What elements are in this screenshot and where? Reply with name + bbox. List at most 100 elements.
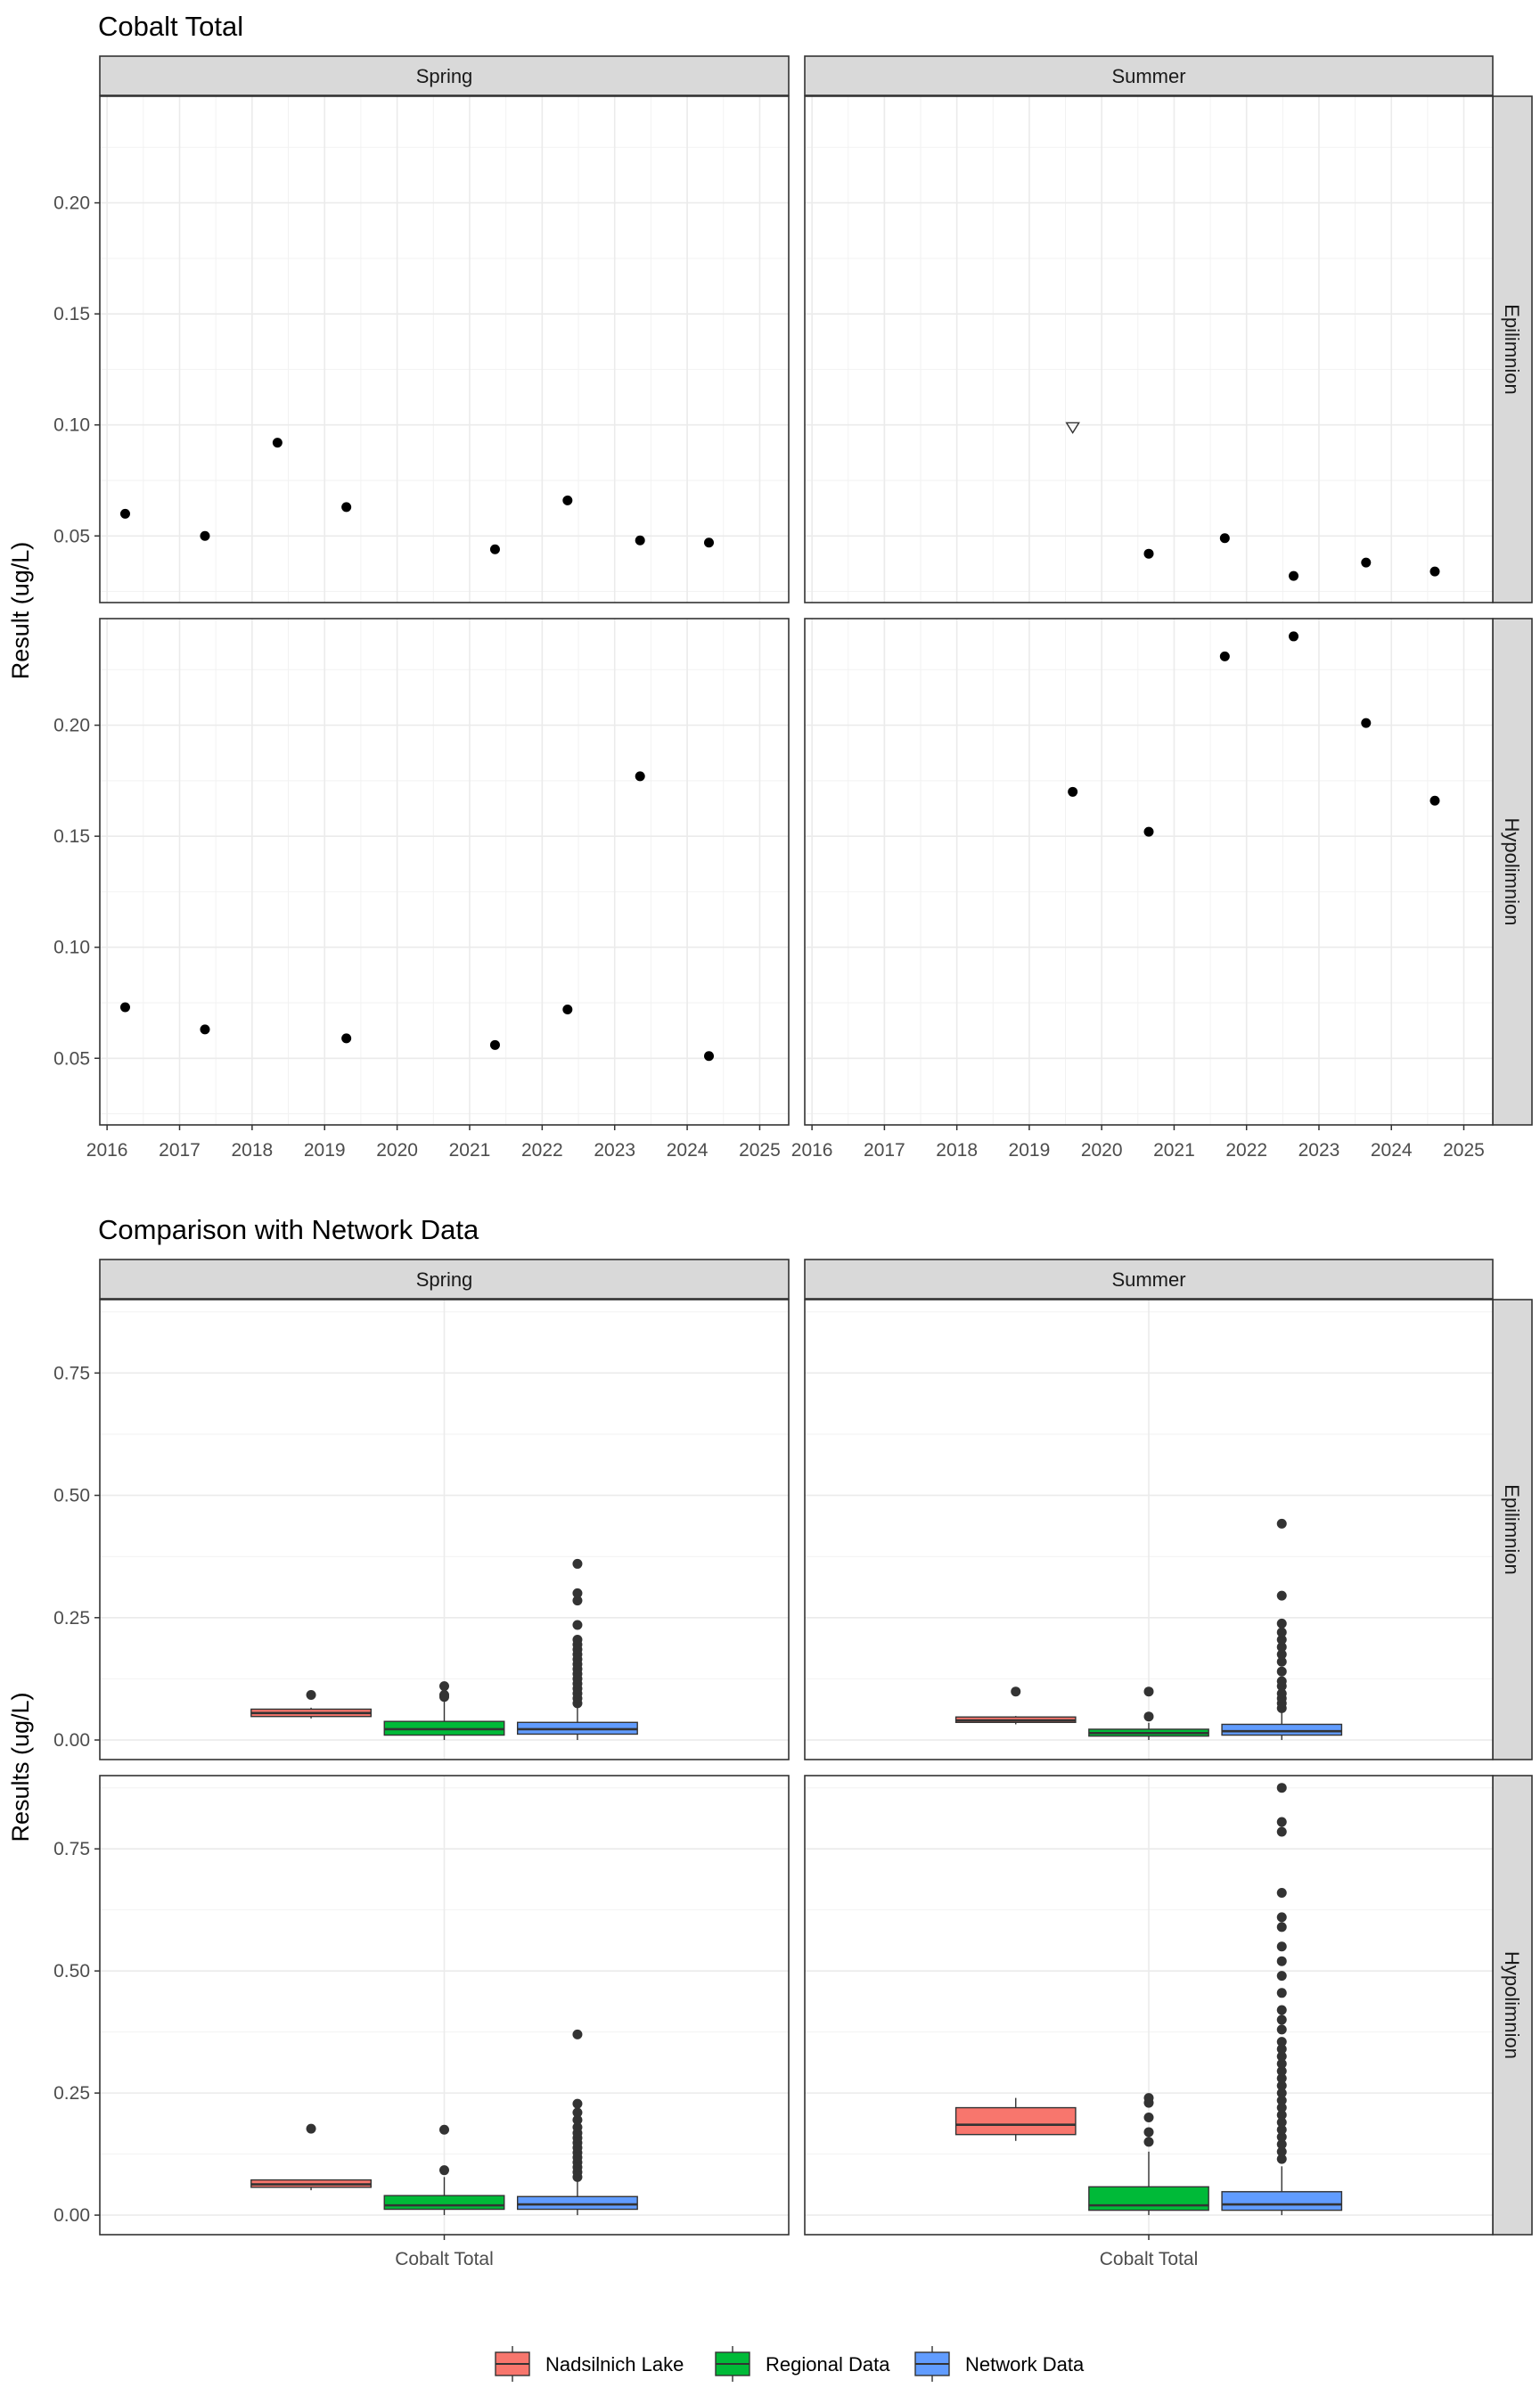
box-outlier	[1011, 1686, 1021, 1697]
box-outlier	[572, 2029, 583, 2039]
column-strip-label: Spring	[416, 65, 473, 87]
y-tick-label: 0.15	[53, 826, 90, 847]
box-body	[1088, 2186, 1209, 2211]
data-point	[489, 544, 500, 554]
y-tick-label: 0.00	[53, 2205, 90, 2226]
box-outlier	[572, 1596, 583, 1606]
box-outlier	[306, 2123, 316, 2134]
column-strip-label: Summer	[1111, 1268, 1185, 1291]
panel-border	[804, 95, 1494, 603]
y-tick-label: 0.50	[53, 1961, 90, 1982]
box-outlier	[1276, 2146, 1287, 2157]
x-tick-label: 2022	[521, 1140, 563, 1161]
data-point	[200, 1024, 210, 1035]
box-body	[516, 2195, 638, 2211]
legend-key	[715, 2346, 750, 2382]
box-outlier	[1276, 2110, 1287, 2121]
box-outlier	[1276, 1941, 1287, 1952]
x-tick-label: 2017	[864, 1140, 905, 1161]
data-point	[562, 1004, 573, 1014]
data-point	[1289, 631, 1299, 642]
x-tick-label: 2016	[86, 1140, 128, 1161]
data-point	[1289, 570, 1299, 581]
column-strip	[804, 55, 1494, 96]
box-outlier	[1276, 2044, 1287, 2055]
data-point	[200, 530, 210, 541]
y-tick-label: 0.05	[53, 1048, 90, 1069]
box-outlier	[572, 2107, 583, 2118]
legend-label: Regional Data	[766, 2353, 890, 2375]
x-tick-label: 2021	[1153, 1140, 1195, 1161]
box-outlier	[1276, 2139, 1287, 2150]
x-tick-label: 2025	[1443, 1140, 1485, 1161]
x-tick-label: 2023	[1298, 1140, 1340, 1161]
legend-label: Network Data	[965, 2353, 1085, 2375]
chart-title: Cobalt Total	[98, 11, 243, 42]
row-strip-label: Hypolimnion	[1501, 1951, 1523, 2059]
y-axis-title: Result (ug/L)	[7, 542, 34, 680]
box-outlier	[1276, 2024, 1287, 2035]
y-tick-label: 0.20	[53, 716, 90, 736]
y-axis-title: Results (ug/L)	[7, 1692, 34, 1842]
x-tick-label: 2020	[376, 1140, 418, 1161]
panel-border	[804, 618, 1494, 1126]
x-tick-label: 2019	[304, 1140, 346, 1161]
box-outlier	[1276, 2058, 1287, 2069]
x-tick-label: Cobalt Total	[395, 2249, 494, 2269]
column-strip-label: Summer	[1111, 65, 1185, 87]
x-tick-label: 2018	[232, 1140, 274, 1161]
y-tick-label: 0.25	[53, 2083, 90, 2104]
box-outlier	[1276, 2103, 1287, 2113]
row-strip-label: Epilimnion	[1501, 304, 1523, 395]
data-point	[635, 771, 645, 782]
box-outlier	[1276, 2065, 1287, 2076]
panel-border	[99, 1299, 790, 1760]
box-outlier	[1276, 1971, 1287, 1982]
box-outlier	[439, 2124, 449, 2135]
box-outlier	[1276, 1656, 1287, 1667]
box-outlier	[1276, 1912, 1287, 1923]
x-tick-label: Cobalt Total	[1100, 2249, 1199, 2269]
box-outlier	[1143, 2127, 1154, 2138]
y-tick-label: 0.50	[53, 1486, 90, 1506]
box-body	[954, 2106, 1077, 2136]
box-outlier	[1276, 2095, 1287, 2105]
row-strip	[1492, 1775, 1533, 2236]
y-tick-label: 0.25	[53, 1608, 90, 1629]
x-tick-label: 2024	[1371, 1140, 1413, 1161]
legend-key	[495, 2346, 530, 2382]
box-outlier	[1276, 2014, 1287, 2025]
x-tick-label: 2023	[594, 1140, 635, 1161]
box-outlier	[1276, 2073, 1287, 2084]
row-strip	[1492, 618, 1533, 1126]
panel-border	[804, 1299, 1494, 1760]
data-point	[1143, 548, 1154, 559]
row-strip-label: Epilimnion	[1501, 1484, 1523, 1575]
box-outlier	[572, 2098, 583, 2109]
box-outlier	[1276, 1618, 1287, 1629]
box-outlier	[1143, 2093, 1154, 2104]
box-outlier	[1143, 2113, 1154, 2123]
column-strip	[99, 1259, 790, 1300]
row-strip-label: Hypolimnion	[1501, 817, 1523, 925]
x-tick-label: 2020	[1081, 1140, 1123, 1161]
y-tick-label: 0.10	[53, 938, 90, 958]
data-point	[1219, 651, 1230, 661]
y-tick-label: 0.15	[53, 304, 90, 324]
data-point	[1429, 795, 1440, 806]
data-point	[119, 1002, 130, 1013]
box-body	[1221, 2191, 1343, 2211]
data-point	[272, 438, 283, 448]
data-point	[635, 535, 645, 546]
box-outlier	[1276, 2088, 1287, 2098]
data-point	[1068, 786, 1078, 797]
box-outlier	[1143, 2137, 1154, 2147]
x-tick-label: 2017	[159, 1140, 201, 1161]
box-outlier	[1276, 1635, 1287, 1645]
box-outlier	[572, 1620, 583, 1630]
x-tick-label: 2016	[791, 1140, 833, 1161]
box-outlier	[1276, 1676, 1287, 1686]
data-point	[703, 1051, 714, 1062]
data-point	[1429, 566, 1440, 577]
